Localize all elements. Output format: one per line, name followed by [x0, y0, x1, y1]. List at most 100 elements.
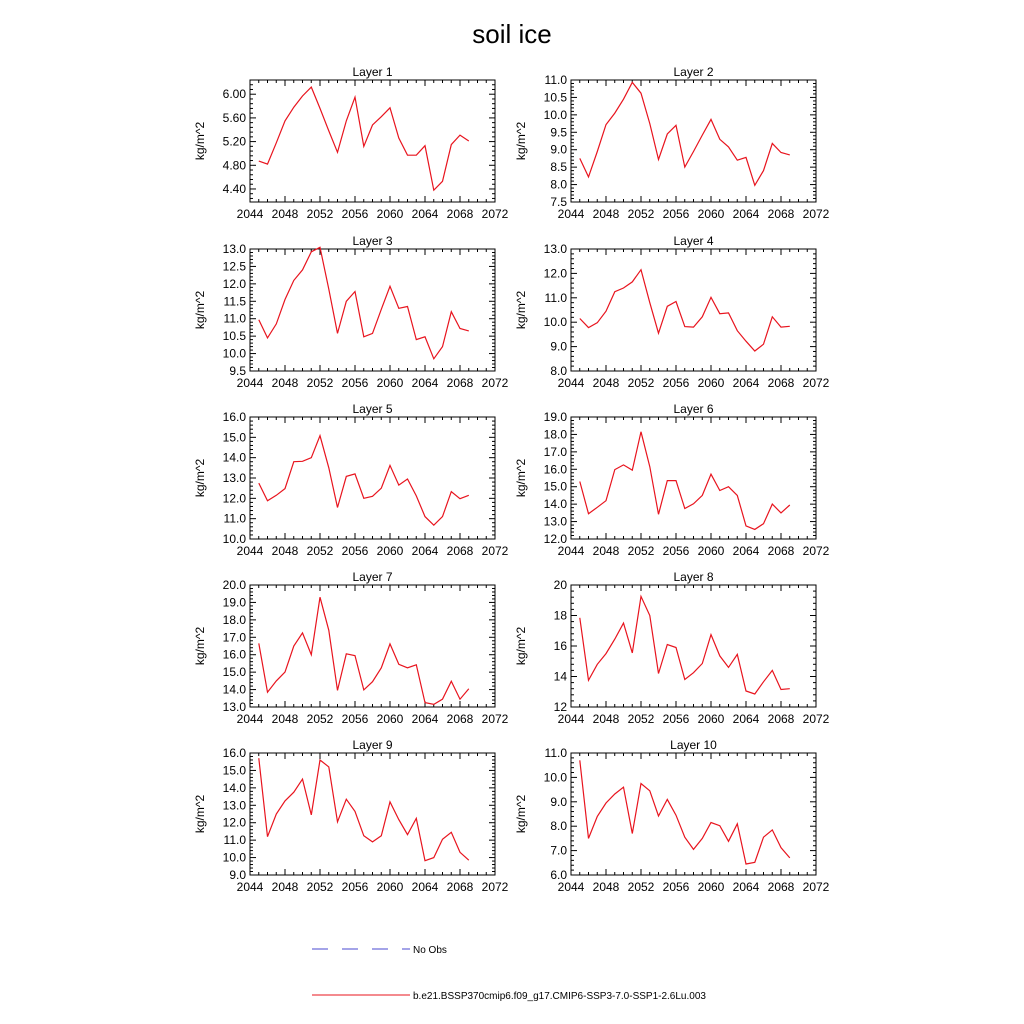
plot-frame: [570, 584, 817, 708]
y-tick-label: 15.0: [223, 430, 247, 444]
x-tick-label: 2056: [342, 880, 369, 894]
y-tick-label: 15.0: [223, 763, 247, 777]
x-tick-label: 2072: [803, 207, 830, 221]
y-tick-label: 18.0: [544, 427, 568, 441]
x-tick-label: 2056: [663, 207, 690, 221]
x-tick-label: 2044: [237, 544, 264, 558]
plot-frame: [249, 584, 496, 708]
x-tick-label: 2068: [447, 544, 474, 558]
x-tick-label: 2068: [447, 712, 474, 726]
panel-title: Layer 7: [352, 570, 392, 584]
x-tick-label: 2064: [412, 880, 439, 894]
x-tick-label: 2052: [628, 376, 655, 390]
y-axis-label: kg/m^2: [514, 795, 528, 834]
y-tick-label: 9.5: [550, 125, 567, 139]
y-tick-label: 15.0: [223, 665, 247, 679]
y-tick-label: 9.0: [550, 143, 567, 157]
panel-10: Layer 10 2044 2048 2052 2056 2060 2064 2068 2072…: [514, 738, 830, 894]
y-tick-label: 10.0: [544, 770, 568, 784]
series-line: [579, 268, 790, 352]
series-line: [258, 433, 470, 527]
y-tick-label: 12.0: [544, 532, 568, 546]
x-tick-label: 2060: [698, 376, 725, 390]
y-tick-label: 15.0: [544, 480, 568, 494]
x-tick-label: 2056: [342, 544, 369, 558]
y-tick-label: 6.00: [223, 87, 247, 101]
series-line: [579, 594, 790, 695]
x-tick-label: 2060: [698, 880, 725, 894]
x-tick-label: 2072: [482, 376, 509, 390]
x-tick-label: 2068: [768, 880, 795, 894]
y-tick-label: 16.0: [223, 648, 247, 662]
x-tick-label: 2052: [628, 880, 655, 894]
x-tick-label: 2072: [803, 544, 830, 558]
y-tick-label: 16.0: [223, 410, 247, 424]
x-tick-label: 2064: [412, 207, 439, 221]
x-tick-label: 2048: [272, 880, 299, 894]
series-line: [258, 758, 470, 862]
x-tick-label: 2044: [558, 544, 585, 558]
y-tick-label: 20: [554, 578, 568, 592]
x-tick-label: 2052: [307, 712, 334, 726]
x-tick-label: 2064: [733, 376, 760, 390]
panel-2: Layer 2 2044 2048 2052 2056 2060 2064 2068 2072 7…: [514, 65, 830, 221]
y-axis-label: kg/m^2: [514, 291, 528, 330]
x-tick-label: 2060: [377, 712, 404, 726]
legend-obs-label: No Obs: [413, 945, 447, 956]
y-tick-label: 10.0: [223, 532, 247, 546]
legend-model-label: b.e21.BSSP370cmip6.f09_g17.CMIP6-SSP3-7.…: [413, 991, 706, 1002]
series-line: [579, 760, 791, 865]
x-tick-label: 2048: [272, 207, 299, 221]
y-axis-label: kg/m^2: [514, 459, 528, 498]
y-tick-label: 11.0: [224, 512, 247, 526]
x-tick-label: 2064: [412, 712, 439, 726]
x-tick-label: 2060: [698, 207, 725, 221]
x-tick-label: 2048: [593, 712, 620, 726]
x-tick-label: 2072: [803, 376, 830, 390]
panel-title: Layer 4: [673, 234, 713, 248]
panel-6: Layer 6 2044 2048 2052 2056 2060 2064 2068 2072 1…: [514, 402, 830, 558]
y-tick-label: 16.0: [223, 746, 247, 760]
series-line: [579, 431, 791, 531]
x-tick-label: 2048: [593, 880, 620, 894]
y-tick-label: 9.5: [229, 364, 246, 378]
y-tick-label: 11.5: [224, 294, 247, 308]
x-tick-label: 2064: [733, 880, 760, 894]
y-tick-label: 9.0: [229, 868, 246, 882]
plot-frame: [570, 752, 817, 876]
panels-container: Layer 1 2044 2048 2052 2056 2060 2064 2068 2072 4…: [193, 65, 830, 894]
panel-8: Layer 8 2044 2048 2052 2056 2060 2064 2068 2072 1…: [514, 570, 830, 726]
y-tick-label: 17.0: [223, 630, 247, 644]
x-tick-label: 2048: [593, 544, 620, 558]
x-tick-label: 2056: [663, 880, 690, 894]
y-tick-label: 4.80: [223, 158, 247, 172]
y-tick-label: 5.60: [223, 111, 247, 125]
x-tick-label: 2060: [377, 207, 404, 221]
y-tick-label: 16.0: [544, 462, 568, 476]
y-tick-label: 12.0: [223, 491, 247, 505]
x-tick-label: 2064: [412, 544, 439, 558]
panel-title: Layer 6: [673, 402, 713, 416]
y-tick-label: 7.5: [550, 195, 567, 209]
x-tick-label: 2048: [272, 712, 299, 726]
series-line: [258, 597, 470, 706]
x-tick-label: 2044: [237, 376, 264, 390]
y-tick-label: 18.0: [223, 613, 247, 627]
y-tick-label: 12.0: [544, 266, 568, 280]
legend: No Obs b.e21.BSSP370cmip6.f09_g17.CMIP6-…: [312, 945, 706, 1002]
x-tick-label: 2052: [628, 712, 655, 726]
y-tick-label: 14: [554, 670, 568, 684]
x-tick-label: 2068: [447, 207, 474, 221]
series-line: [258, 86, 470, 192]
y-tick-label: 16: [554, 639, 568, 653]
series-line: [258, 246, 469, 361]
y-axis-label: kg/m^2: [193, 459, 207, 498]
plot-frame: [570, 416, 817, 540]
x-tick-label: 2056: [342, 376, 369, 390]
y-tick-label: 17.0: [544, 445, 568, 459]
plot-frame: [249, 79, 496, 203]
y-tick-label: 11.0: [224, 312, 247, 326]
figure-title: soil ice: [472, 19, 551, 49]
y-tick-label: 12.5: [223, 259, 247, 273]
